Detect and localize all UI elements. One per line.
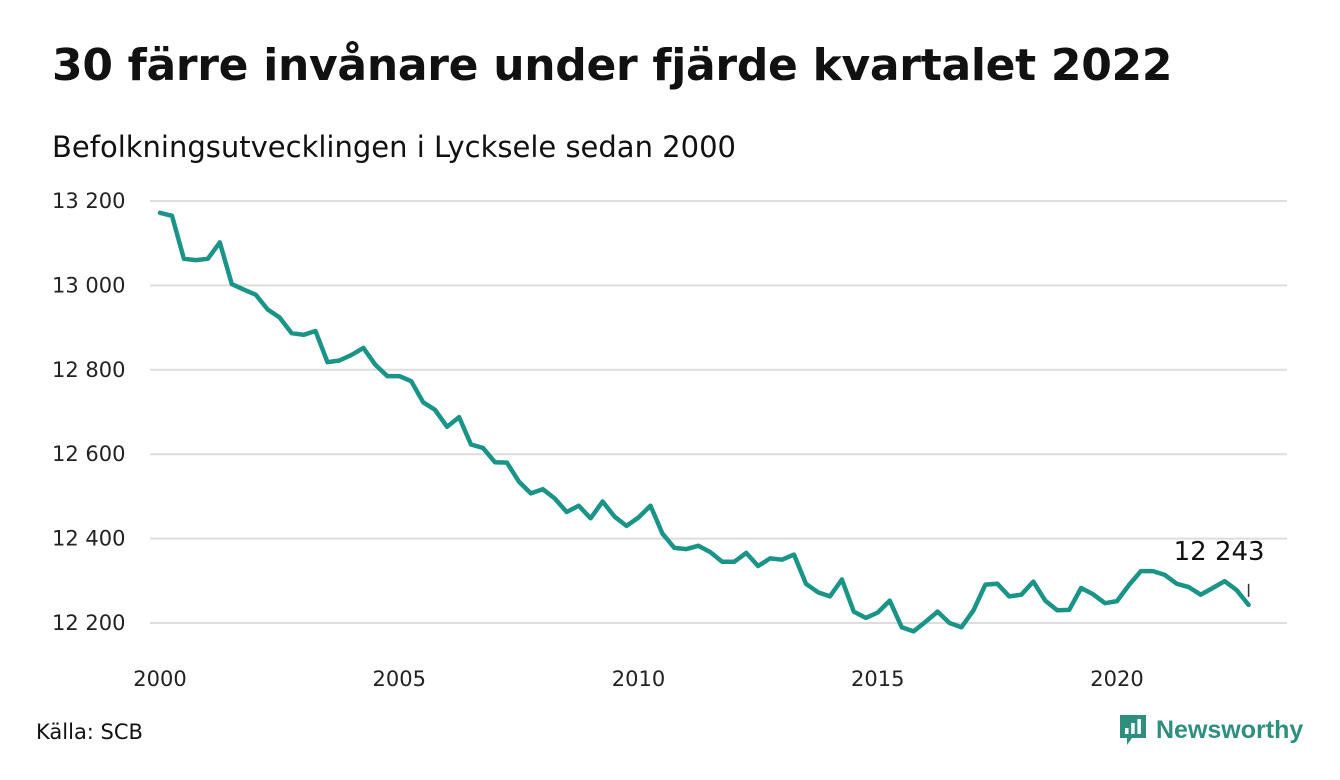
x-tick-label: 2005 <box>373 667 426 691</box>
grid-lines <box>150 200 1287 624</box>
x-tick-label: 2015 <box>851 667 904 691</box>
y-tick-label: 12 200 <box>52 611 125 635</box>
series-layer <box>157 210 1251 634</box>
y-axis-ticks: 12 200 12 400 12 600 12 800 13 000 13 200 <box>52 189 125 635</box>
y-tick-label: 13 200 <box>52 189 125 213</box>
source-note: Källa: SCB <box>36 720 143 744</box>
x-tick-label: 2010 <box>612 667 665 691</box>
chart-title: 30 färre invånare under fjärde kvartalet… <box>52 40 1173 91</box>
x-axis-ticks: 2000 2005 2010 2015 2020 <box>133 667 1143 691</box>
y-tick-label: 12 800 <box>52 358 125 382</box>
y-tick-label: 12 600 <box>52 442 125 466</box>
annotation-label: 12 243 <box>1174 537 1265 567</box>
y-tick-label: 13 000 <box>52 273 125 297</box>
chart-subtitle: Befolkningsutvecklingen i Lycksele sedan… <box>52 130 736 164</box>
line-chart: 12 200 12 400 12 600 12 800 13 000 13 200 200… <box>52 189 1287 691</box>
newsworthy-logo-icon <box>1120 715 1146 745</box>
x-tick-label: 2000 <box>133 667 186 691</box>
annotation-layer: 12 243 <box>1174 537 1265 597</box>
x-tick-label: 2020 <box>1090 667 1143 691</box>
y-tick-label: 12 400 <box>52 527 125 551</box>
brand-logo: Newsworthy <box>1118 712 1303 748</box>
brand-name: Newsworthy <box>1156 715 1304 744</box>
series-line <box>157 210 1251 634</box>
